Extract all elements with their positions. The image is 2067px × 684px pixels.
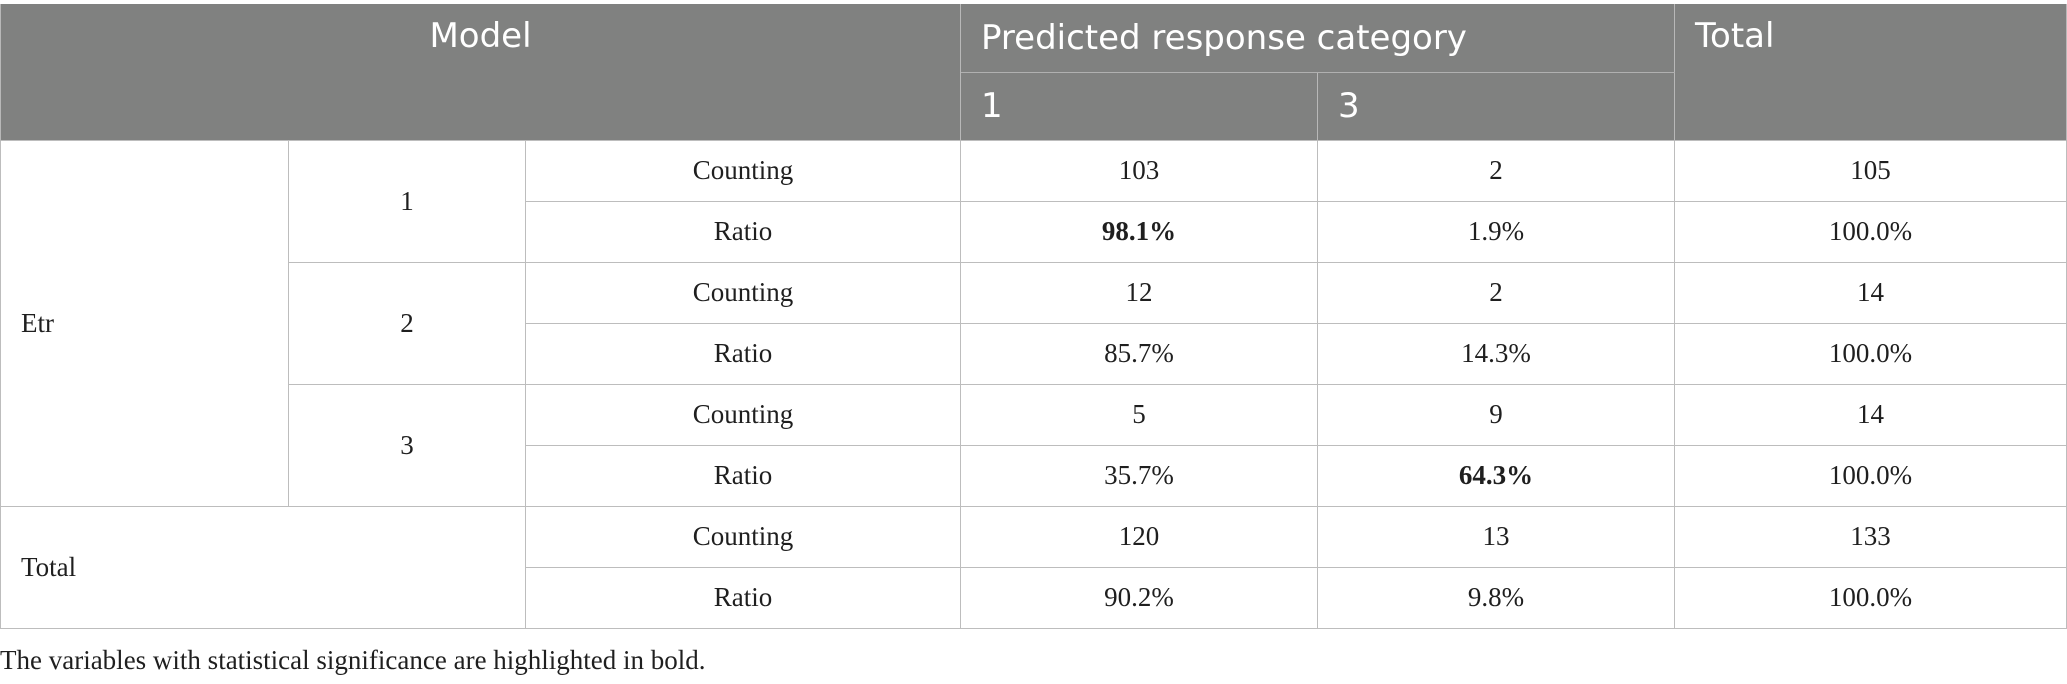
measure-label: Counting xyxy=(524,139,962,202)
header-predicted-response-category: Predicted response category xyxy=(960,4,1676,73)
group-label-etr: Etr xyxy=(0,139,289,507)
table-row: Total Counting 120 13 133 xyxy=(0,505,2067,629)
category-label-2: 2 xyxy=(288,261,526,385)
cell-pred-1: 35.7% xyxy=(960,444,1319,507)
group-label-total: Total xyxy=(0,505,526,629)
measure-label: Ratio xyxy=(524,566,962,629)
header-model: Model xyxy=(0,4,962,140)
table-row: 2 Counting 12 2 14 xyxy=(1,261,2067,385)
table-row: Etr 1 Counting 103 2 105 xyxy=(0,139,2067,507)
cell-total: 100.0% xyxy=(1674,444,2067,507)
table-row: Ratio 90.2% 9.8% 100.0% xyxy=(1,566,2067,629)
category-label-3: 3 xyxy=(288,383,526,507)
cell-pred-1: 103 xyxy=(960,139,1319,202)
category-label-1: 1 xyxy=(288,139,526,263)
cell-pred-3: 14.3% xyxy=(1317,322,1676,385)
measure-label: Counting xyxy=(524,505,962,568)
header-row-2: 1 3 xyxy=(1,72,2067,140)
cell-pred-1: 12 xyxy=(960,261,1319,324)
header-pred-cat-1: 1 xyxy=(960,72,1319,140)
measure-label: Ratio xyxy=(524,444,962,507)
cell-total: 105 xyxy=(1674,139,2067,202)
cell-total: 100.0% xyxy=(1674,322,2067,385)
measure-label: Ratio xyxy=(524,200,962,263)
header-total: Total xyxy=(1674,4,2067,140)
cell-pred-1: 85.7% xyxy=(960,322,1319,385)
cell-pred-3: 13 xyxy=(1317,505,1676,568)
header-row-1: Model Predicted response category Total xyxy=(0,4,2067,140)
cell-total: 14 xyxy=(1674,261,2067,324)
cell-pred-3: 9.8% xyxy=(1317,566,1676,629)
table-row: Ratio 98.1% 1.9% 100.0% xyxy=(1,200,2067,263)
cell-pred-3: 9 xyxy=(1317,383,1676,446)
cell-pred-1: 5 xyxy=(960,383,1319,446)
cell-pred-1-bold: 98.1% xyxy=(960,200,1319,263)
cell-pred-3: 1.9% xyxy=(1317,200,1676,263)
cell-total: 133 xyxy=(1674,505,2067,568)
cell-total: 14 xyxy=(1674,383,2067,446)
cell-pred-1: 120 xyxy=(960,505,1319,568)
header-pred-cat-3: 3 xyxy=(1317,72,1676,140)
cell-total: 100.0% xyxy=(1674,200,2067,263)
measure-label: Counting xyxy=(524,383,962,446)
table-footnote: The variables with statistical significa… xyxy=(0,645,706,675)
table-row: 3 Counting 5 9 14 xyxy=(1,383,2067,507)
measure-label: Counting xyxy=(524,261,962,324)
confusion-table: Model Predicted response category Total … xyxy=(0,4,2067,629)
cell-pred-3: 2 xyxy=(1317,139,1676,202)
cell-pred-3: 2 xyxy=(1317,261,1676,324)
measure-label: Ratio xyxy=(524,322,962,385)
cell-total: 100.0% xyxy=(1674,566,2067,629)
cell-pred-1: 90.2% xyxy=(960,566,1319,629)
cell-pred-3-bold: 64.3% xyxy=(1317,444,1676,507)
